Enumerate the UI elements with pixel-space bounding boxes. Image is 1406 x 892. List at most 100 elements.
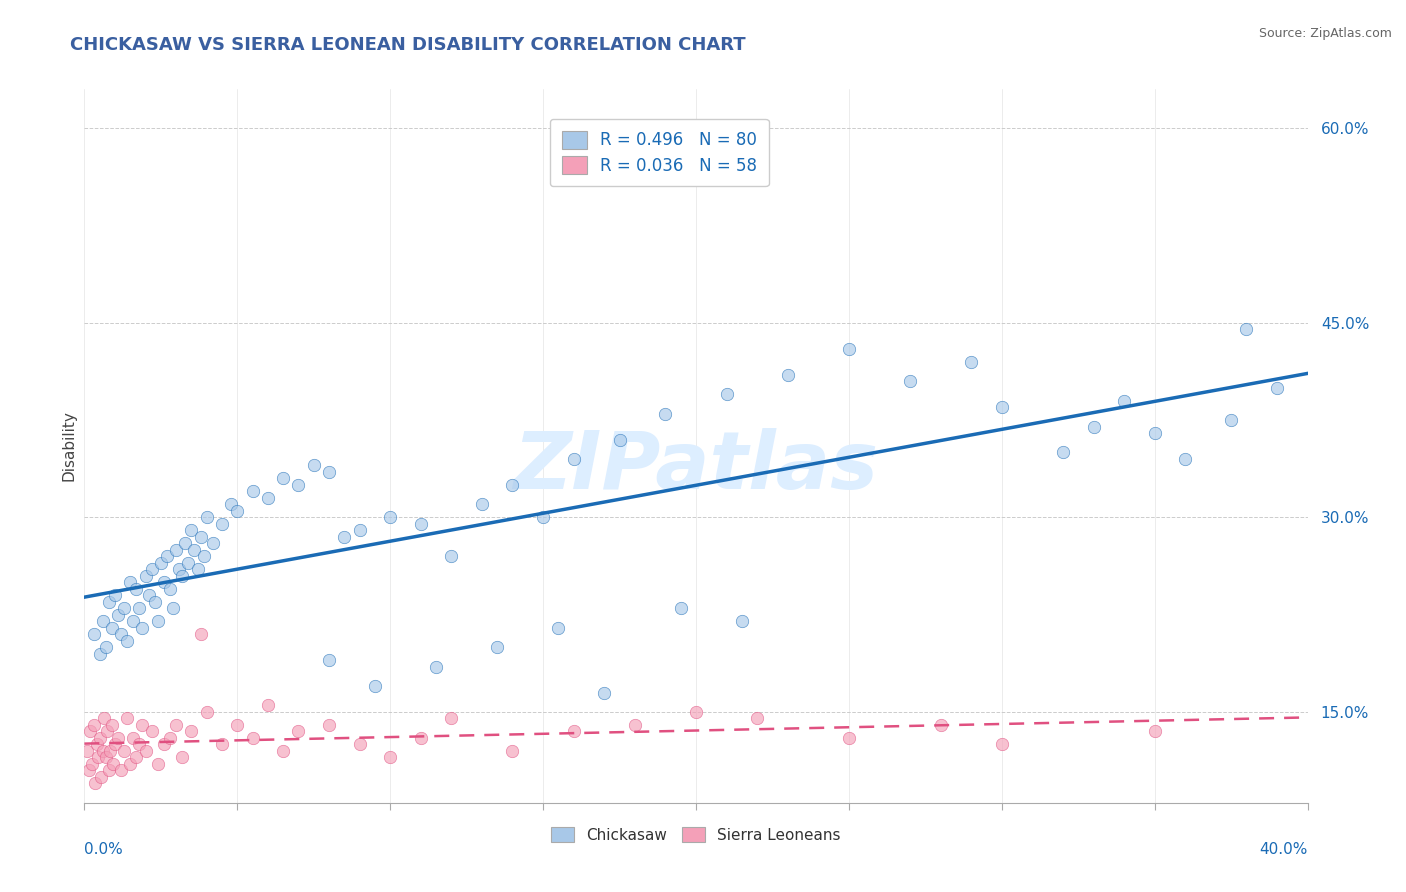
Point: [101, 718, 124, 732]
Point: [1052, 445, 1074, 459]
Point: [141, 724, 163, 739]
Point: [153, 575, 176, 590]
Point: [838, 731, 860, 745]
Point: [141, 562, 163, 576]
Point: [153, 738, 176, 752]
Point: [138, 588, 160, 602]
Point: [86, 738, 108, 752]
Point: [98, 744, 121, 758]
Legend: Chickasaw, Sierra Leoneans: Chickasaw, Sierra Leoneans: [546, 821, 846, 848]
Point: [991, 400, 1014, 414]
Point: [112, 744, 135, 758]
Point: [1236, 322, 1258, 336]
Point: [287, 724, 309, 739]
Point: [201, 536, 224, 550]
Point: [593, 685, 616, 699]
Point: [1220, 413, 1243, 427]
Point: [120, 575, 142, 590]
Point: [165, 718, 187, 732]
Point: [960, 354, 983, 368]
Point: [159, 582, 181, 596]
Point: [135, 568, 157, 582]
Point: [318, 718, 340, 732]
Point: [502, 744, 524, 758]
Point: [186, 562, 208, 576]
Point: [1083, 419, 1105, 434]
Point: [242, 731, 264, 745]
Point: [180, 524, 202, 538]
Point: [776, 368, 799, 382]
Point: [1143, 425, 1166, 440]
Point: [318, 465, 340, 479]
Point: [146, 614, 169, 628]
Point: [226, 504, 249, 518]
Point: [716, 387, 738, 401]
Point: [177, 556, 200, 570]
Point: [287, 478, 309, 492]
Point: [190, 627, 212, 641]
Point: [149, 556, 172, 570]
Point: [94, 640, 117, 654]
Point: [172, 568, 194, 582]
Point: [122, 731, 145, 745]
Point: [624, 718, 647, 732]
Point: [97, 764, 120, 778]
Point: [562, 724, 585, 739]
Point: [125, 750, 148, 764]
Point: [167, 562, 190, 576]
Point: [193, 549, 215, 564]
Point: [76, 744, 98, 758]
Point: [83, 718, 105, 732]
Point: [242, 484, 264, 499]
Point: [125, 582, 148, 596]
Point: [898, 374, 921, 388]
Point: [333, 530, 356, 544]
Point: [159, 731, 181, 745]
Point: [271, 471, 294, 485]
Point: [731, 614, 754, 628]
Point: [1143, 724, 1166, 739]
Point: [89, 731, 111, 745]
Point: [165, 542, 187, 557]
Point: [90, 770, 112, 784]
Point: [562, 452, 585, 467]
Point: [115, 711, 138, 725]
Point: [609, 433, 631, 447]
Point: [80, 756, 103, 771]
Text: CHICKASAW VS SIERRA LEONEAN DISABILITY CORRELATION CHART: CHICKASAW VS SIERRA LEONEAN DISABILITY C…: [70, 36, 747, 54]
Point: [747, 711, 769, 725]
Point: [211, 516, 233, 531]
Point: [110, 627, 132, 641]
Point: [257, 491, 280, 505]
Point: [302, 458, 325, 473]
Point: [1265, 381, 1288, 395]
Y-axis label: Disability: Disability: [60, 410, 76, 482]
Point: [257, 698, 280, 713]
Point: [654, 407, 676, 421]
Point: [96, 724, 118, 739]
Point: [89, 647, 111, 661]
Point: [669, 601, 692, 615]
Point: [471, 497, 494, 511]
Text: 40.0%: 40.0%: [1260, 842, 1308, 856]
Point: [128, 601, 150, 615]
Point: [128, 738, 150, 752]
Point: [156, 549, 179, 564]
Point: [180, 724, 202, 739]
Point: [425, 659, 447, 673]
Point: [195, 510, 218, 524]
Point: [122, 614, 145, 628]
Point: [531, 510, 554, 524]
Text: ZIPatlas: ZIPatlas: [513, 428, 879, 507]
Point: [83, 627, 105, 641]
Point: [174, 536, 197, 550]
Point: [91, 614, 114, 628]
Point: [219, 497, 242, 511]
Point: [110, 764, 132, 778]
Point: [486, 640, 509, 654]
Point: [120, 756, 142, 771]
Point: [104, 588, 127, 602]
Point: [146, 756, 169, 771]
Point: [77, 764, 100, 778]
Point: [135, 744, 157, 758]
